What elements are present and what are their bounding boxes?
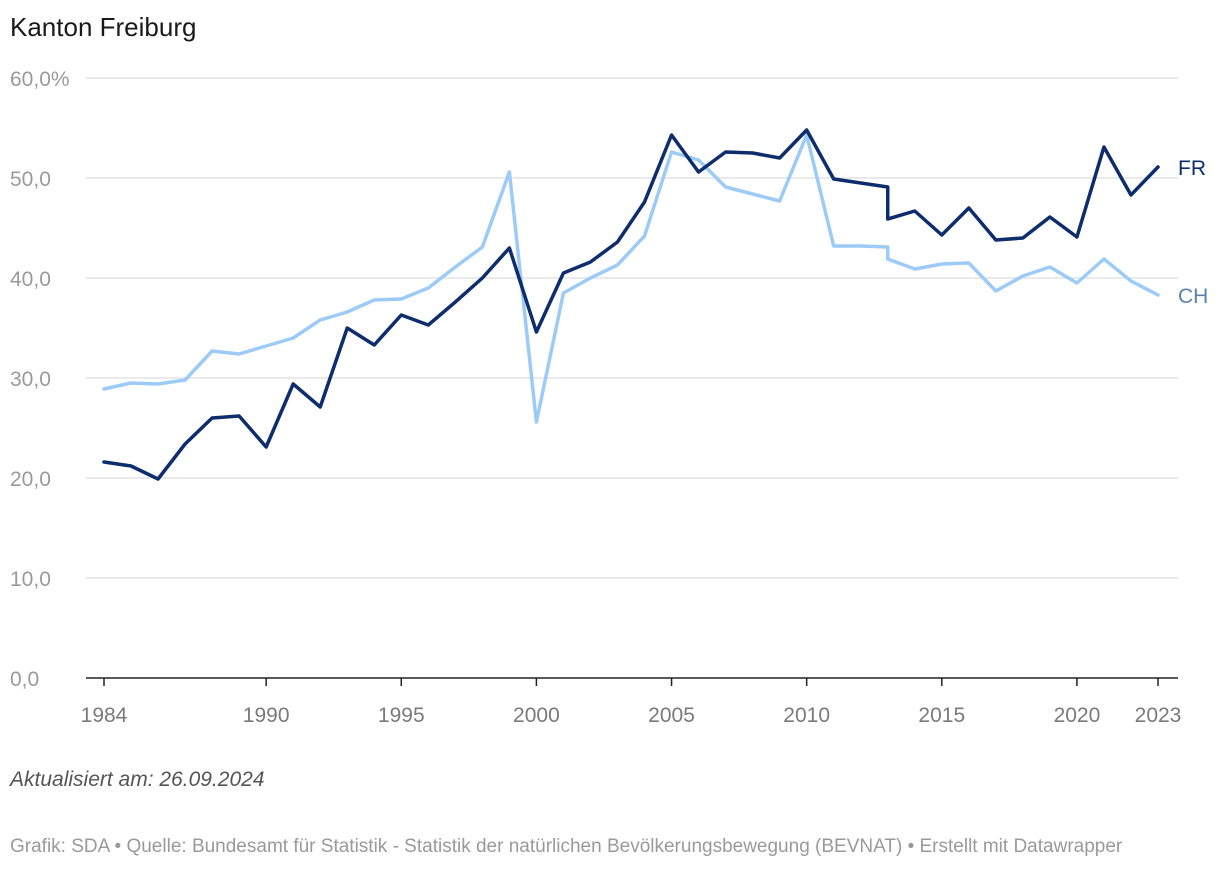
x-tick-label: 2005 [648,704,695,727]
line-chart: 0,0 10,0 20,0 30,0 40,0 50,0 60,0% 1984 1990 199… [10,68,1208,727]
x-tick-label: 2000 [513,704,560,727]
y-tick-label: 20,0 [10,468,51,491]
series-label-fr: FR [1178,157,1206,180]
source-footer: Grafik: SDA • Quelle: Bundesamt für Stat… [10,836,1123,857]
y-tick-label: 50,0 [10,168,51,191]
series-label-ch: CH [1178,285,1208,308]
y-tick-label: 40,0 [10,268,51,291]
x-tick-label: 1984 [81,704,128,727]
y-tick-label: 10,0 [10,568,51,591]
y-tick-label: 30,0 [10,368,51,391]
series-line-fr [102,128,1160,481]
x-tick-label: 1995 [378,704,425,727]
updated-note: Aktualisiert am: 26.09.2024 [10,768,265,791]
y-tick-label: 60,0% [10,68,70,91]
x-tick-label: 2023 [1135,704,1182,727]
x-tick-label: 2020 [1054,704,1101,727]
x-tick-label: 1990 [243,704,290,727]
x-tick-label: 2010 [783,704,830,727]
chart-title: Kanton Freiburg [10,12,197,42]
series-line-ch [102,133,1160,424]
y-tick-label: 0,0 [10,668,39,691]
x-tick-label: 2015 [918,704,965,727]
